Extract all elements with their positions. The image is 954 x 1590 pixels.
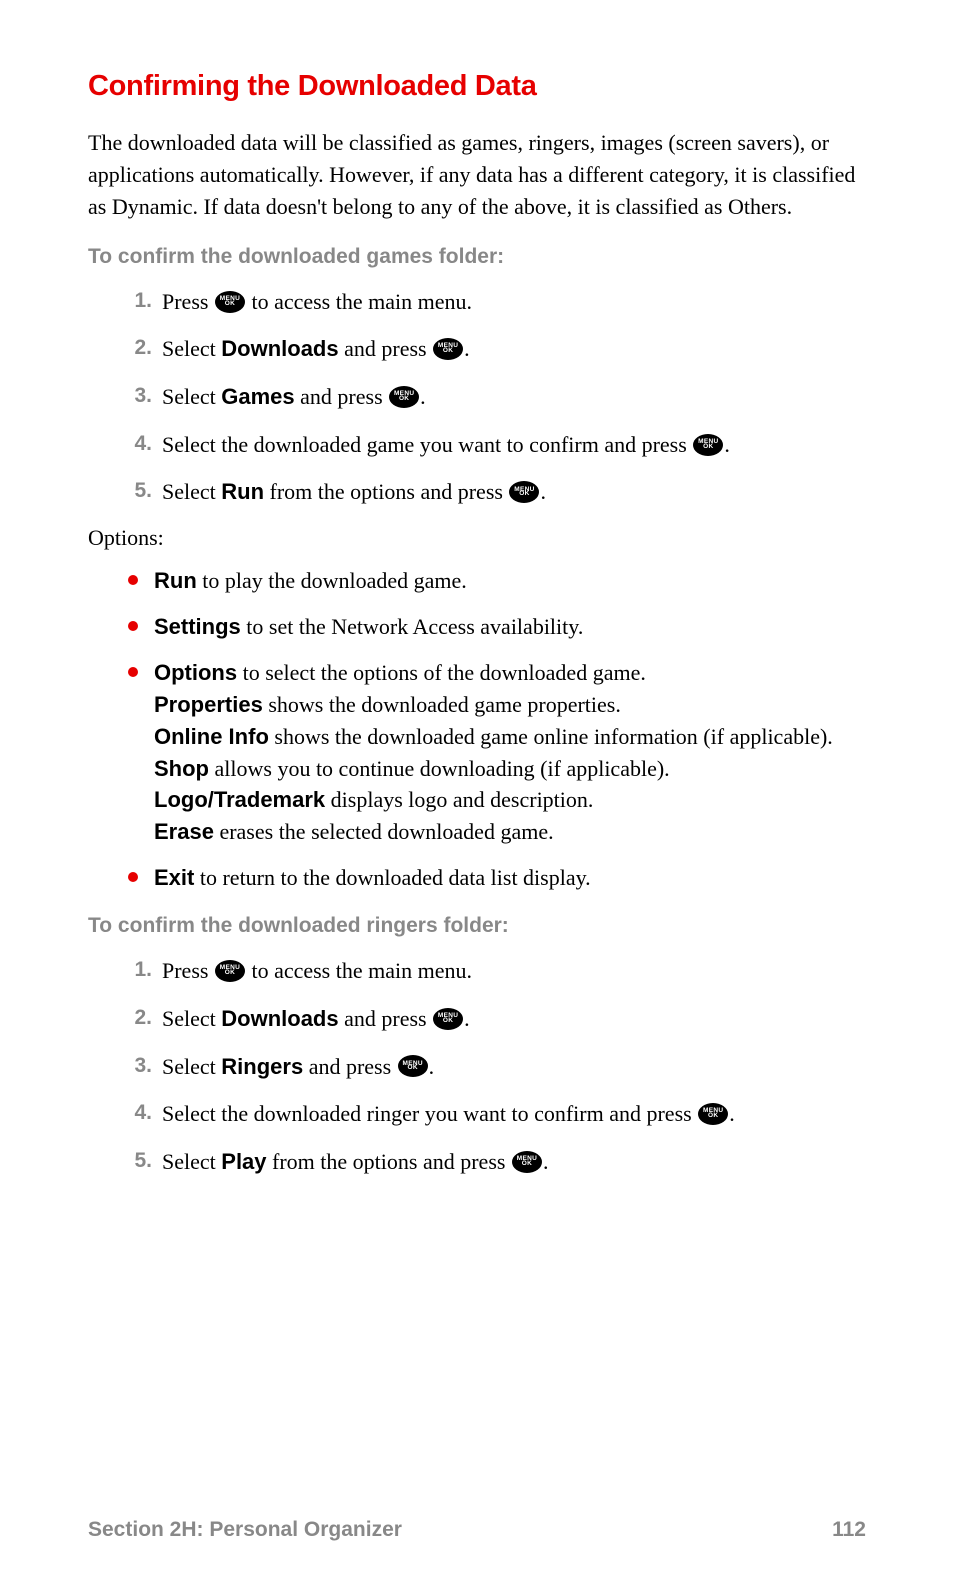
step-bold: Ringers xyxy=(221,1054,303,1079)
menu-ok-icon: MENUOK xyxy=(433,338,463,360)
step-text: . xyxy=(729,1101,735,1126)
page-title: Confirming the Downloaded Data xyxy=(88,70,866,103)
option-bold: Exit xyxy=(154,865,194,890)
menu-ok-icon: MENUOK xyxy=(512,1151,542,1173)
sub-text: allows you to continue downloading (if a… xyxy=(209,756,670,781)
step-text: Select the downloaded ringer you want to… xyxy=(162,1101,697,1126)
sub-text: erases the selected downloaded game. xyxy=(214,819,554,844)
step-text: Press xyxy=(162,958,214,983)
step-bold: Downloads xyxy=(221,336,338,361)
step-item: 5. Select Run from the options and press… xyxy=(122,477,866,507)
step-text: . xyxy=(543,1149,549,1174)
option-text: to set the Network Access availability. xyxy=(241,614,584,639)
menu-ok-icon: MENUOK xyxy=(509,481,539,503)
step-bold: Run xyxy=(221,479,264,504)
step-item: 1. Press MENUOK to access the main menu. xyxy=(122,287,866,317)
option-item: Options to select the options of the dow… xyxy=(122,657,866,848)
step-text: Select xyxy=(162,1054,221,1079)
step-item: 1. Press MENUOK to access the main menu. xyxy=(122,956,866,986)
step-item: 4. Select the downloaded ringer you want… xyxy=(122,1099,866,1129)
step-text: . xyxy=(540,479,546,504)
step-text: Select xyxy=(162,479,221,504)
step-bold: Games xyxy=(221,384,294,409)
option-bold: Settings xyxy=(154,614,241,639)
step-text: from the options and press xyxy=(264,479,508,504)
sub-bold: Shop xyxy=(154,756,209,781)
page-footer: Section 2H: Personal Organizer 112 xyxy=(88,1518,866,1542)
step-bold: Downloads xyxy=(221,1006,338,1031)
options-list: Run to play the downloaded game. Setting… xyxy=(88,565,866,894)
step-text: Select xyxy=(162,336,221,361)
menu-ok-icon: MENUOK xyxy=(698,1103,728,1125)
step-number: 5. xyxy=(122,1147,152,1175)
step-item: 3. Select Ringers and press MENUOK. xyxy=(122,1052,866,1082)
menu-ok-icon: MENUOK xyxy=(215,291,245,313)
step-number: 1. xyxy=(122,287,152,315)
steps-games: 1. Press MENUOK to access the main menu.… xyxy=(88,287,866,507)
step-text: Select xyxy=(162,384,221,409)
step-text: . xyxy=(420,384,426,409)
step-text: Select xyxy=(162,1006,221,1031)
step-item: 2. Select Downloads and press MENUOK. xyxy=(122,1004,866,1034)
sub-text: displays logo and description. xyxy=(325,787,593,812)
step-text: . xyxy=(464,336,470,361)
option-text: to play the downloaded game. xyxy=(197,568,467,593)
sub-bold: Online Info xyxy=(154,724,269,749)
option-bold: Options xyxy=(154,660,237,685)
menu-ok-icon: MENUOK xyxy=(389,386,419,408)
step-text: . xyxy=(464,1006,470,1031)
step-text: and press xyxy=(295,384,388,409)
subheading-games: To confirm the downloaded games folder: xyxy=(88,245,866,269)
step-number: 2. xyxy=(122,1004,152,1032)
option-item: Settings to set the Network Access avail… xyxy=(122,611,866,643)
step-text: from the options and press xyxy=(267,1149,511,1174)
step-bold: Play xyxy=(221,1149,266,1174)
option-bold: Run xyxy=(154,568,197,593)
steps-ringers: 1. Press MENUOK to access the main menu.… xyxy=(88,956,866,1176)
step-text: and press xyxy=(339,1006,432,1031)
menu-ok-icon: MENUOK xyxy=(433,1008,463,1030)
intro-paragraph: The downloaded data will be classified a… xyxy=(88,127,866,223)
menu-ok-icon: MENUOK xyxy=(398,1055,428,1077)
step-text: and press xyxy=(339,336,432,361)
step-number: 4. xyxy=(122,430,152,458)
step-number: 1. xyxy=(122,956,152,984)
menu-ok-icon: MENUOK xyxy=(693,434,723,456)
option-item: Exit to return to the downloaded data li… xyxy=(122,862,866,894)
step-item: 2. Select Downloads and press MENUOK. xyxy=(122,334,866,364)
option-text: to return to the downloaded data list di… xyxy=(194,865,590,890)
step-text: . xyxy=(724,432,730,457)
menu-ok-icon: MENUOK xyxy=(215,960,245,982)
subheading-ringers: To confirm the downloaded ringers folder… xyxy=(88,914,866,938)
step-text: and press xyxy=(303,1054,396,1079)
option-text: to select the options of the downloaded … xyxy=(237,660,646,685)
step-text: to access the main menu. xyxy=(246,958,472,983)
footer-section: Section 2H: Personal Organizer xyxy=(88,1518,402,1542)
step-number: 5. xyxy=(122,477,152,505)
step-number: 2. xyxy=(122,334,152,362)
step-number: 3. xyxy=(122,1052,152,1080)
step-number: 3. xyxy=(122,382,152,410)
step-item: 4. Select the downloaded game you want t… xyxy=(122,430,866,460)
step-text: Press xyxy=(162,289,214,314)
option-item: Run to play the downloaded game. xyxy=(122,565,866,597)
step-item: 5. Select Play from the options and pres… xyxy=(122,1147,866,1177)
sub-text: shows the downloaded game online informa… xyxy=(269,724,833,749)
step-text: to access the main menu. xyxy=(246,289,472,314)
sub-bold: Properties xyxy=(154,692,263,717)
step-text: Select xyxy=(162,1149,221,1174)
sub-bold: Erase xyxy=(154,819,214,844)
footer-page-number: 112 xyxy=(832,1518,866,1542)
step-item: 3. Select Games and press MENUOK. xyxy=(122,382,866,412)
options-label: Options: xyxy=(88,525,866,551)
sub-bold: Logo/Trademark xyxy=(154,787,325,812)
sub-text: shows the downloaded game properties. xyxy=(263,692,621,717)
step-number: 4. xyxy=(122,1099,152,1127)
step-text: . xyxy=(429,1054,435,1079)
step-text: Select the downloaded game you want to c… xyxy=(162,432,692,457)
